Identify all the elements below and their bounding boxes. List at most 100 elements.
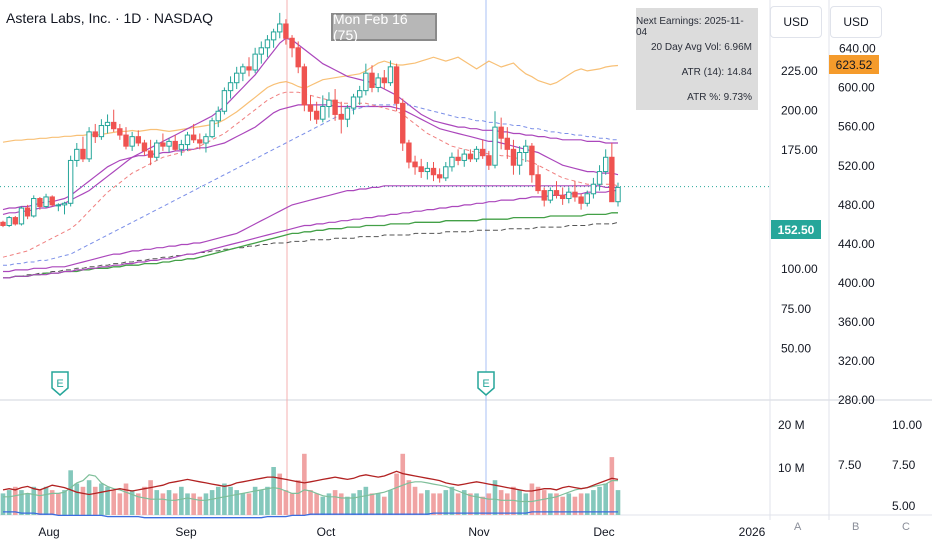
volume-bar [425, 490, 430, 515]
currency-button-right[interactable]: USD [830, 6, 882, 38]
volume-bar [597, 486, 602, 515]
ma-gray-dashed [3, 221, 619, 279]
candle-body [535, 174, 541, 192]
volume-bar [222, 483, 227, 515]
candle-body [264, 39, 271, 49]
candle-body [369, 72, 375, 88]
info-panel: Next Earnings: 2025-11-04 20 Day Avg Vol… [636, 8, 758, 110]
volume-bar [234, 490, 239, 515]
candle-body [0, 221, 6, 227]
candle-body [326, 99, 332, 107]
candle-body [209, 120, 215, 138]
candle-body [320, 105, 326, 120]
candle-body [516, 152, 523, 166]
candle-body [418, 166, 424, 173]
volume-bar [74, 483, 80, 515]
avg-volume: 20 Day Avg Vol: 6.96M [651, 42, 752, 53]
volume-axis-tick: 20 M [778, 418, 805, 432]
volume-bar [80, 486, 86, 515]
candle-body [443, 166, 449, 179]
scale-button-c[interactable]: C [902, 521, 910, 533]
candle-body [523, 145, 529, 154]
ma-blue-dashed [3, 104, 618, 266]
candle-body [473, 148, 480, 160]
volume-bar [443, 490, 449, 515]
volume-bar [86, 480, 92, 515]
purple-lower-line [3, 185, 618, 273]
candle-body [547, 190, 554, 201]
volume-bar [289, 493, 295, 515]
candle-body [86, 131, 92, 160]
volume-bar [357, 490, 362, 515]
candle-body [467, 153, 474, 160]
volume-bar [228, 486, 233, 515]
candle-body [486, 155, 492, 166]
candle-body [111, 121, 117, 130]
candle-body [203, 136, 209, 144]
volume-blue-line [3, 511, 618, 519]
candle-body [307, 104, 314, 112]
candle-body [184, 134, 191, 146]
volume-bar [43, 486, 49, 515]
volume-bar [19, 490, 24, 515]
candle-body [381, 77, 388, 84]
volume-bar [99, 483, 104, 515]
candle-body [596, 171, 603, 185]
candle-body [590, 183, 597, 195]
candle-body [166, 140, 172, 147]
volume-red-line [2, 470, 619, 496]
scale-button-a[interactable]: A [794, 521, 802, 533]
left-axis-tick: 100.00 [781, 262, 818, 276]
candle-body [221, 90, 228, 112]
candle-body [436, 174, 443, 179]
volume-bar [400, 453, 406, 515]
volume-bar [412, 486, 418, 515]
volume-bar [474, 493, 479, 515]
volume-bar [431, 493, 436, 515]
volume-bar [172, 493, 178, 515]
volume-bar [505, 493, 510, 515]
earnings-marker-label: E [482, 378, 489, 390]
currency-button-left[interactable]: USD [770, 6, 822, 38]
volume-bar [566, 493, 572, 515]
cursor-date-label: Mon Feb 16 (75) [331, 11, 437, 43]
candle-body [24, 207, 31, 217]
time-axis-tick: Aug [38, 525, 59, 539]
candle-body [578, 196, 584, 204]
candle-body [61, 202, 68, 206]
time-axis-tick: Sep [175, 525, 197, 539]
candle-body [240, 66, 246, 74]
volume-bar [468, 493, 473, 515]
candle-body [92, 131, 98, 138]
volume-bar [295, 480, 301, 515]
right-axis-tick: 520.00 [838, 159, 875, 173]
volume-bar [560, 496, 565, 515]
volume-bar [277, 473, 283, 515]
right-axis-tick: 320.00 [838, 354, 875, 368]
right-axis-tick: 280.00 [838, 393, 875, 407]
volume-bar [375, 493, 381, 515]
volume-bar [332, 490, 338, 515]
candle-body [289, 37, 295, 49]
candle-body [18, 207, 25, 225]
candle-body [504, 137, 511, 150]
volume-bar [265, 486, 270, 515]
volume-bar [418, 493, 424, 515]
volume-bar [117, 493, 123, 515]
chart-title: Astera Labs, Inc. · 1D · NASDAQ [6, 10, 213, 26]
candle-body [234, 72, 240, 84]
purple-bottom-line [3, 190, 618, 279]
ma-green [3, 212, 618, 279]
volume-bar [154, 490, 160, 515]
volume-bar [351, 493, 356, 515]
candle-body [12, 217, 19, 225]
volume-bar [480, 496, 485, 515]
volume-bar [369, 493, 375, 515]
scale-button-b[interactable]: B [852, 521, 860, 533]
time-axis-tick: Oct [317, 525, 336, 539]
candle-body [49, 196, 55, 206]
volume-bar [554, 493, 559, 515]
volume-bar [345, 496, 350, 515]
volume-bar [283, 490, 289, 515]
